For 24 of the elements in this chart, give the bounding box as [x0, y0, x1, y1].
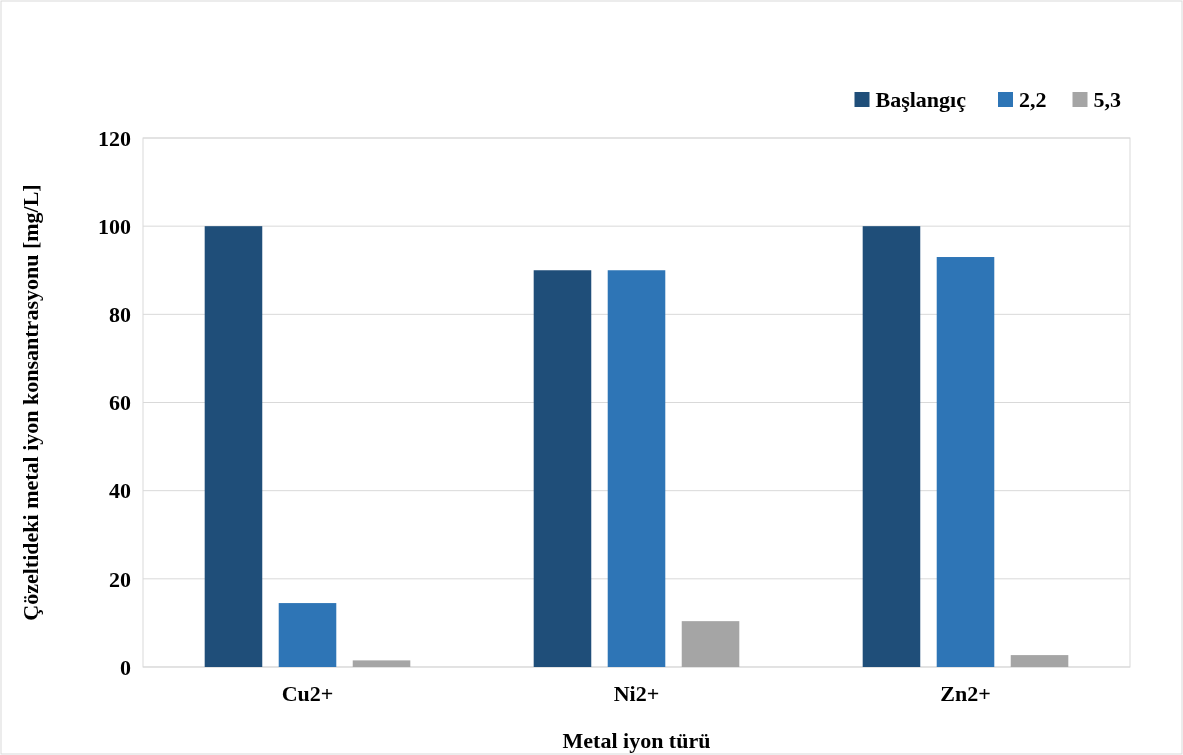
y-tick-label: 80 [109, 302, 131, 328]
y-tick-label: 20 [109, 566, 131, 592]
bar [278, 603, 337, 667]
y-tick-label: 40 [109, 478, 131, 504]
bar [681, 621, 740, 667]
bar [1010, 655, 1069, 667]
x-axis-title: Metal iyon türü [562, 728, 711, 753]
x-tick-label: Ni2+ [613, 681, 660, 706]
bar [533, 270, 592, 667]
bar [352, 660, 411, 667]
bar [862, 226, 921, 667]
y-axis-title: Çözeltideki metal iyon konsantrasyonu [mg/L] [18, 184, 43, 621]
x-tick-label: Zn2+ [940, 681, 991, 706]
bar [204, 226, 263, 667]
bar [607, 270, 666, 667]
y-tick-label: 120 [98, 125, 131, 151]
legend-label: 2,2 [1019, 87, 1047, 112]
bar [936, 257, 995, 667]
y-tick-label: 100 [98, 213, 131, 239]
y-tick-label: 60 [109, 390, 131, 416]
x-tick-label: Cu2+ [281, 681, 334, 706]
legend-label: Başlangıç [875, 87, 967, 112]
y-tick-label: 0 [120, 654, 131, 680]
legend-label: 5,3 [1093, 87, 1121, 112]
